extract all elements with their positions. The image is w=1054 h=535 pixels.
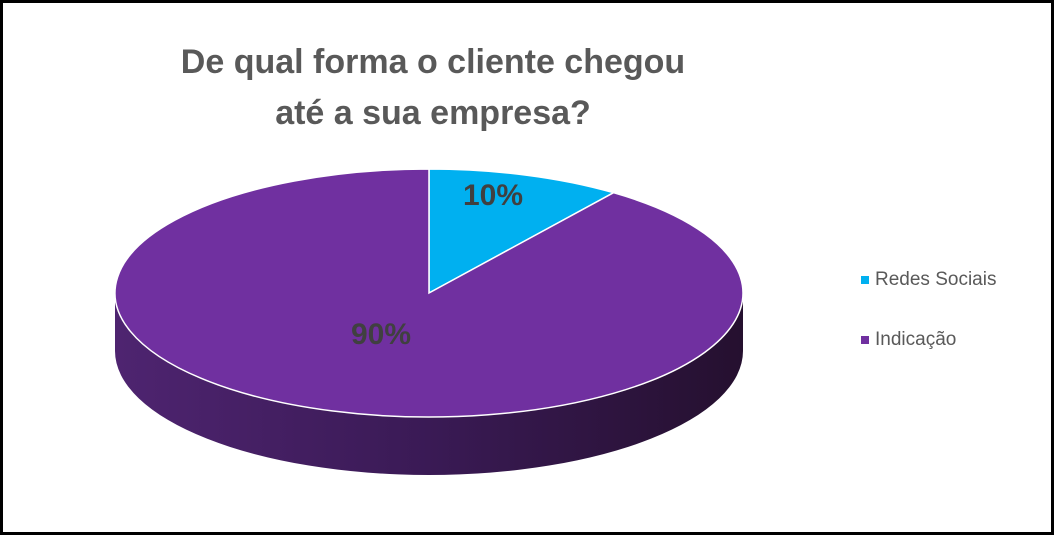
data-label: 10%: [463, 179, 523, 212]
pie-slice: [114, 168, 744, 418]
chart-title: De qual forma o cliente chegou até a sua…: [180, 43, 686, 132]
legend-swatch: [861, 336, 869, 344]
pie-slice: [428, 168, 616, 295]
legend-label: Indicação: [875, 329, 956, 350]
pie-side: [115, 293, 743, 475]
legend-swatch: [861, 276, 869, 284]
data-label: 90%: [351, 318, 411, 351]
legend-label: Redes Sociais: [875, 269, 996, 290]
chart: 10% 90% Redes Sociais Indicação: [114, 168, 996, 475]
